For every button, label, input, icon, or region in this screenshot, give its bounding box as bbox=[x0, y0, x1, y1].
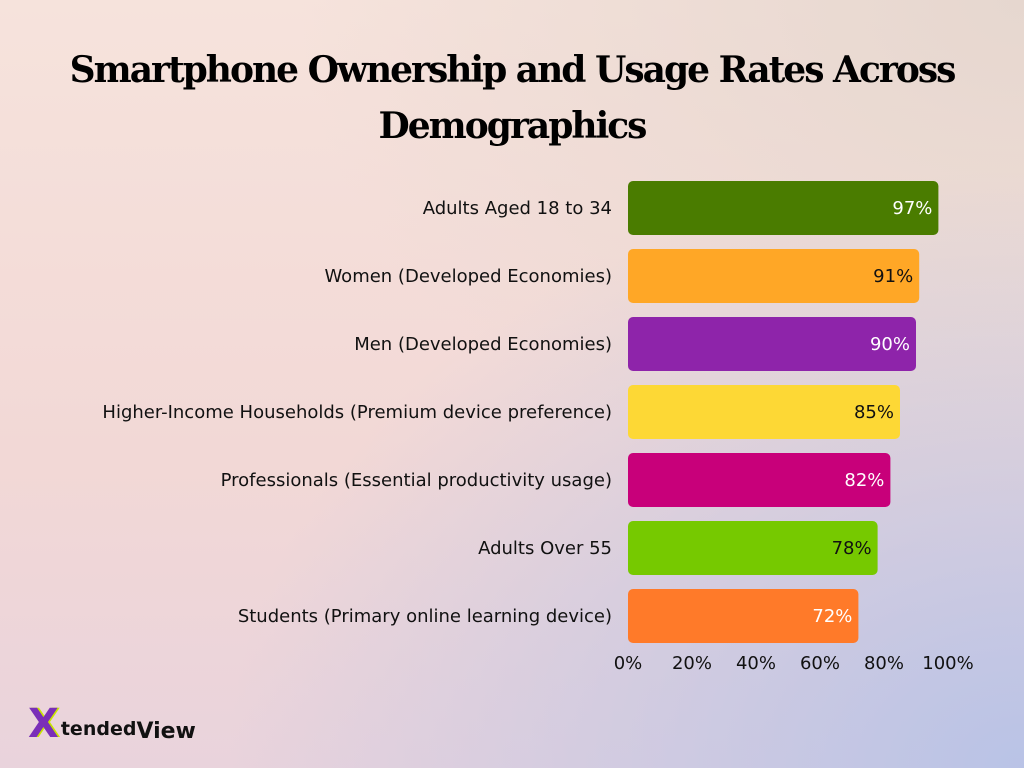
category-label-2: Men (Developed Economies) bbox=[354, 334, 612, 355]
value-label-2: 90% bbox=[870, 334, 910, 355]
value-label-5: 78% bbox=[832, 538, 872, 559]
logo-word-2: View bbox=[136, 719, 196, 744]
category-label-3: Higher-Income Households (Premium device… bbox=[102, 402, 612, 423]
category-label-5: Adults Over 55 bbox=[478, 538, 612, 559]
value-label-3: 85% bbox=[854, 402, 894, 423]
bar-0 bbox=[628, 181, 939, 235]
bar-6 bbox=[628, 589, 859, 643]
bar-5 bbox=[628, 521, 878, 575]
chart-title: Smartphone Ownership and Usage Rates Acr… bbox=[69, 49, 957, 147]
bar-3 bbox=[628, 385, 900, 439]
x-tick-label-5: 100% bbox=[922, 653, 973, 674]
value-label-1: 91% bbox=[873, 266, 913, 287]
x-tick-label-3: 60% bbox=[800, 653, 840, 674]
bar-1 bbox=[628, 249, 920, 303]
bar-4 bbox=[628, 453, 891, 507]
category-label-0: Adults Aged 18 to 34 bbox=[423, 198, 612, 219]
logo-word-1: tended bbox=[60, 718, 137, 740]
category-label-1: Women (Developed Economies) bbox=[324, 266, 612, 287]
x-tick-label-1: 20% bbox=[672, 653, 712, 674]
bar-2 bbox=[628, 317, 916, 371]
x-tick-label-4: 80% bbox=[864, 653, 904, 674]
brand-logo: X tended View bbox=[28, 700, 196, 744]
x-tick-label-0: 0% bbox=[614, 653, 643, 674]
value-label-6: 72% bbox=[812, 606, 852, 627]
logo-mark: X bbox=[28, 701, 59, 747]
value-label-4: 82% bbox=[844, 470, 884, 491]
category-label-4: Professionals (Essential productivity us… bbox=[221, 470, 612, 491]
x-tick-label-2: 40% bbox=[736, 653, 776, 674]
value-label-0: 97% bbox=[892, 198, 932, 219]
category-label-6: Students (Primary online learning device… bbox=[238, 606, 612, 627]
